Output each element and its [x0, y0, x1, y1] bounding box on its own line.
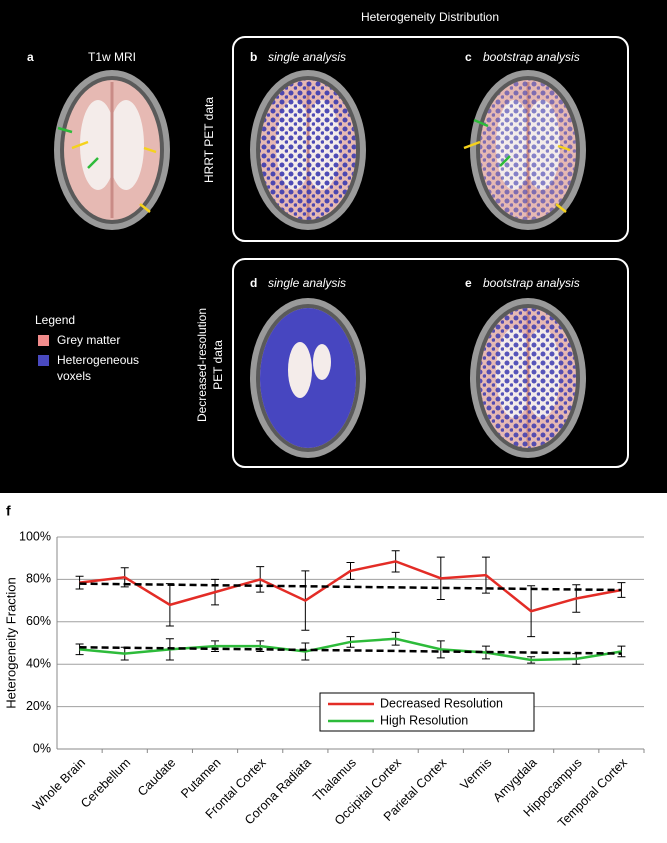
row-label: HRRT PET data	[202, 97, 216, 183]
panel-caption: bootstrap analysis	[483, 50, 580, 64]
panel-label: c	[465, 50, 472, 64]
legend-item: voxels	[57, 369, 91, 383]
panel-caption: bootstrap analysis	[483, 276, 580, 290]
legend-title: Legend	[35, 313, 75, 327]
error-bar	[75, 575, 84, 590]
legend-label: Decreased Resolution	[380, 696, 503, 710]
x-tick-label: Caudate	[135, 756, 178, 799]
panel-caption: single analysis	[268, 276, 346, 290]
legend-swatch	[38, 335, 49, 346]
row-label: Decreased-resolution	[195, 308, 209, 422]
panel-caption: single analysis	[268, 50, 346, 64]
white-matter	[288, 342, 312, 398]
legend-swatch	[38, 355, 49, 366]
y-tick-label: 100%	[19, 529, 51, 543]
heterogeneous-overlay	[260, 80, 356, 220]
row-label: PET data	[211, 340, 225, 390]
panel-caption: T1w MRI	[88, 50, 136, 64]
panel-label: e	[465, 276, 472, 290]
heterogeneous-overlay	[480, 80, 576, 220]
line-chart: Heterogeneity Fraction 0% 20% 40% 60% 80% 100%…	[3, 529, 645, 830]
panel-label: b	[250, 50, 257, 64]
x-tick-label: Whole Brain	[30, 756, 88, 814]
figure-title: Heterogeneity Distribution	[361, 10, 499, 24]
series-line	[79, 560, 622, 613]
panel-label: d	[250, 276, 257, 290]
legend-box	[319, 692, 535, 732]
panel-label: f	[6, 503, 11, 519]
y-tick-label: 0%	[33, 741, 51, 755]
y-tick-label: 80%	[26, 572, 51, 586]
legend-item: Grey matter	[57, 333, 120, 347]
trend-line	[79, 582, 622, 592]
y-tick-label: 20%	[26, 699, 51, 713]
y-tick-label: 40%	[26, 656, 51, 670]
arrows	[57, 118, 571, 213]
trend-line	[79, 645, 622, 655]
error-bar	[75, 643, 84, 656]
panel-label: a	[27, 50, 34, 64]
y-tick-label: 60%	[26, 614, 51, 628]
legend-item: Heterogeneous	[57, 353, 139, 367]
heterogeneous-overlay	[480, 308, 576, 448]
x-tick-label: Vermis	[458, 756, 495, 793]
hrrt-box	[232, 36, 629, 242]
y-axis-title: Heterogeneity Fraction	[3, 577, 18, 709]
x-tick-label: Putamen	[178, 756, 223, 801]
white-matter	[313, 344, 331, 380]
decreased-box	[232, 258, 629, 468]
legend-label: High Resolution	[380, 713, 468, 727]
